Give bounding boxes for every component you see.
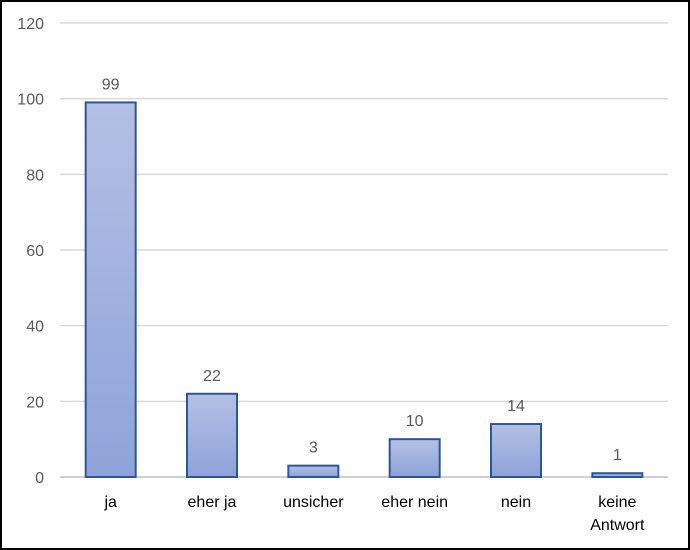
bar	[287, 464, 340, 478]
bar	[388, 438, 441, 478]
y-tick-label: 40	[26, 319, 44, 336]
data-label: 10	[406, 413, 424, 430]
y-tick-label: 0	[35, 470, 44, 487]
x-axis-categories: ja eher ja unsicher eher nein nein keine Antwo…	[103, 494, 645, 534]
data-labels: 99 22 3 10 14 1	[102, 76, 622, 464]
data-label: 14	[507, 398, 525, 415]
bar	[84, 101, 137, 478]
category-label: eher ja	[188, 494, 237, 511]
category-label: keine Antwort	[590, 494, 645, 534]
data-label: 99	[102, 76, 120, 93]
y-axis-ticks: 0 20 40 60 80 100 120	[17, 16, 44, 487]
y-tick-label: 20	[26, 394, 44, 411]
y-tick-label: 120	[17, 16, 44, 33]
bar	[591, 472, 644, 479]
data-label: 3	[309, 440, 318, 457]
data-label: 22	[203, 368, 221, 385]
bar	[186, 392, 238, 478]
data-label: 1	[613, 447, 622, 464]
y-tick-label: 60	[26, 243, 44, 260]
bar	[490, 423, 542, 478]
y-tick-label: 80	[26, 167, 44, 184]
category-label: ja	[103, 494, 117, 511]
category-label: eher nein	[381, 494, 448, 511]
category-label: nein	[501, 494, 531, 511]
gridlines	[60, 22, 668, 478]
category-label: unsicher	[283, 494, 344, 511]
y-tick-label: 100	[17, 92, 44, 109]
bars	[84, 101, 644, 479]
